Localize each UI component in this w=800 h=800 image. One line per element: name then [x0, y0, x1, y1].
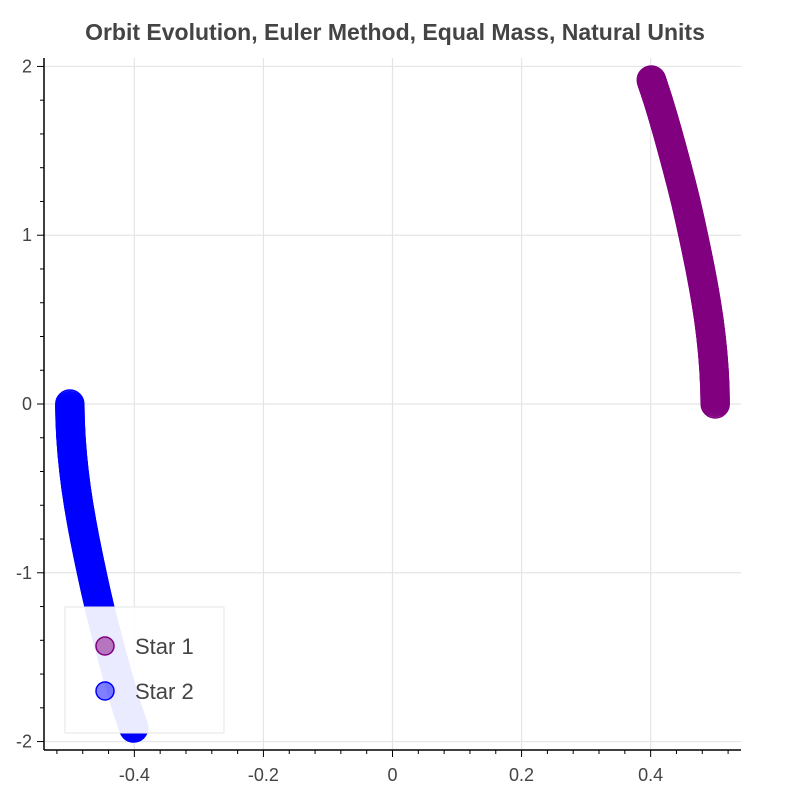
y-tick-label: -1: [16, 563, 32, 583]
y-tick-label: -2: [16, 732, 32, 752]
legend-label: Star 1: [135, 634, 194, 659]
grid: [44, 58, 741, 750]
y-tick-label: 2: [22, 56, 32, 76]
x-tick-label: 0.4: [638, 765, 663, 785]
y-tick-label: 0: [22, 394, 32, 414]
x-tick-label: -0.4: [119, 765, 150, 785]
x-tick-label: 0: [387, 765, 397, 785]
legend-box: [64, 606, 225, 734]
legend-label: Star 2: [135, 679, 194, 704]
data-point: [636, 65, 667, 95]
legend-marker: [95, 681, 115, 701]
x-tick-label: 0.2: [509, 765, 534, 785]
legend-marker: [95, 636, 115, 656]
y-tick-label: 1: [22, 225, 32, 245]
axes: -0.4 -0.2 0 0.2 0.4 -2 -1 0 1 2: [16, 56, 741, 785]
legend: Star 1 Star 2: [64, 606, 225, 734]
x-tick-label: -0.2: [248, 765, 279, 785]
series-1: [636, 65, 730, 419]
chart-title: Orbit Evolution, Euler Method, Equal Mas…: [85, 19, 705, 45]
